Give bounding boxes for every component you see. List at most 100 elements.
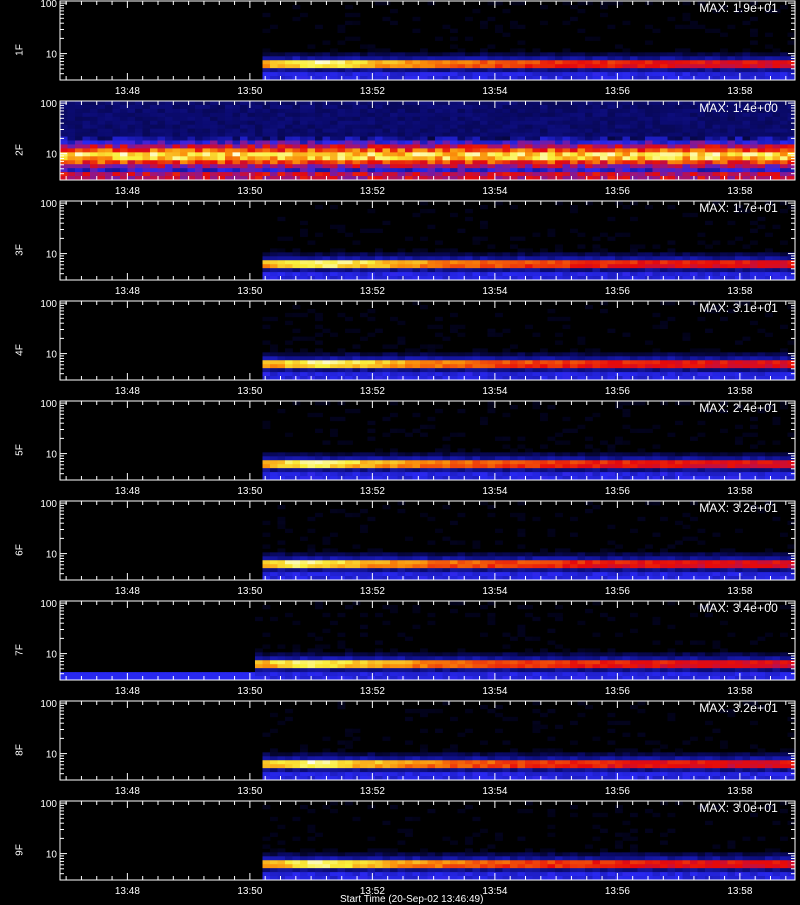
heatmap-cell — [105, 156, 113, 160]
heatmap-cell — [278, 460, 286, 464]
heatmap-cell — [233, 172, 241, 176]
heatmap-cell — [743, 125, 751, 129]
heatmap-cell — [533, 48, 541, 52]
heatmap-cell — [300, 272, 308, 276]
heatmap-cell — [540, 68, 548, 72]
heatmap-cell — [510, 1, 518, 5]
heatmap-cell — [315, 317, 323, 321]
heatmap-cell — [180, 144, 188, 148]
heatmap-cell — [330, 156, 338, 160]
heatmap-cell — [533, 360, 541, 364]
heatmap-cell — [180, 121, 188, 125]
heatmap-cell — [495, 113, 503, 117]
heatmap-cell — [585, 101, 593, 105]
heatmap-cell — [533, 60, 541, 64]
heatmap-cell — [765, 129, 773, 133]
heatmap-cell — [563, 52, 571, 56]
heatmap-cell — [675, 260, 683, 264]
heatmap-cell — [653, 64, 661, 68]
heatmap-cell — [720, 121, 728, 125]
heatmap-cell — [518, 260, 526, 264]
heatmap-cell — [735, 164, 743, 168]
heatmap-cell — [705, 464, 713, 468]
heatmap-cell — [60, 160, 68, 164]
heatmap-cell — [758, 360, 766, 364]
heatmap-cell — [413, 60, 421, 64]
heatmap-cell — [645, 121, 653, 125]
heatmap-cell — [480, 117, 488, 121]
heatmap-cell — [690, 172, 698, 176]
heatmap-cell — [435, 472, 443, 476]
heatmap-cell — [420, 64, 428, 68]
heatmap-cell — [390, 448, 398, 452]
heatmap-cell — [743, 464, 751, 468]
heatmap-cell — [510, 464, 518, 468]
heatmap-cell — [278, 272, 286, 276]
heatmap-cell — [420, 364, 428, 368]
heatmap-cell — [405, 368, 413, 372]
heatmap-cell — [195, 133, 203, 137]
heatmap-cell — [248, 105, 256, 109]
heatmap-cell — [180, 160, 188, 164]
heatmap-cell — [503, 272, 511, 276]
heatmap-cell — [188, 133, 196, 137]
heatmap-cell — [570, 64, 578, 68]
heatmap-cell — [645, 452, 653, 456]
heatmap-cell — [150, 160, 158, 164]
heatmap-cell — [638, 137, 646, 141]
heatmap-cell — [443, 260, 451, 264]
heatmap-cell — [690, 144, 698, 148]
heatmap-cell — [555, 148, 563, 152]
heatmap-cell — [345, 372, 353, 376]
x-tick-label: 13:52 — [360, 86, 385, 97]
heatmap-cell — [578, 129, 586, 133]
heatmap-cell — [653, 129, 661, 133]
heatmap-cell — [593, 68, 601, 72]
heatmap-cell — [345, 21, 353, 25]
heatmap-cell — [585, 72, 593, 76]
heatmap-cell — [480, 205, 488, 209]
heatmap-cell — [390, 144, 398, 148]
heatmap-cell — [758, 368, 766, 372]
heatmap-cell — [510, 141, 518, 145]
heatmap-cell — [518, 264, 526, 268]
heatmap-cell — [323, 456, 331, 460]
heatmap-cell — [390, 172, 398, 176]
heatmap-cell — [690, 68, 698, 72]
heatmap-cell — [533, 460, 541, 464]
heatmap-cell — [330, 48, 338, 52]
heatmap-cell — [285, 144, 293, 148]
heatmap-cell — [690, 25, 698, 29]
heatmap-cell — [83, 172, 91, 176]
heatmap-cell — [615, 52, 623, 56]
heatmap-cell — [405, 133, 413, 137]
heatmap-cell — [608, 113, 616, 117]
heatmap-cell — [225, 105, 233, 109]
heatmap-cell — [308, 256, 316, 260]
heatmap-cell — [593, 256, 601, 260]
heatmap-cell — [623, 268, 631, 272]
heatmap-cell — [548, 68, 556, 72]
heatmap-cell — [323, 152, 331, 156]
heatmap-cell — [788, 372, 796, 376]
heatmap-cell — [285, 68, 293, 72]
heatmap-cell — [705, 360, 713, 364]
heatmap-cell — [495, 201, 503, 205]
heatmap-cell — [315, 56, 323, 60]
heatmap-cell — [668, 272, 676, 276]
heatmap-cell — [450, 472, 458, 476]
heatmap-cell — [563, 372, 571, 376]
heatmap-cell — [83, 137, 91, 141]
heatmap-cell — [593, 121, 601, 125]
heatmap-cell — [495, 460, 503, 464]
heatmap-cell — [180, 125, 188, 129]
heatmap-cell — [308, 456, 316, 460]
heatmap-cell — [570, 260, 578, 264]
heatmap-cell — [233, 133, 241, 137]
heatmap-cell — [105, 117, 113, 121]
heatmap-cell — [360, 141, 368, 145]
heatmap-cell — [758, 472, 766, 476]
heatmap-cell — [623, 464, 631, 468]
heatmap-cell — [585, 268, 593, 272]
heatmap-cell — [645, 464, 653, 468]
